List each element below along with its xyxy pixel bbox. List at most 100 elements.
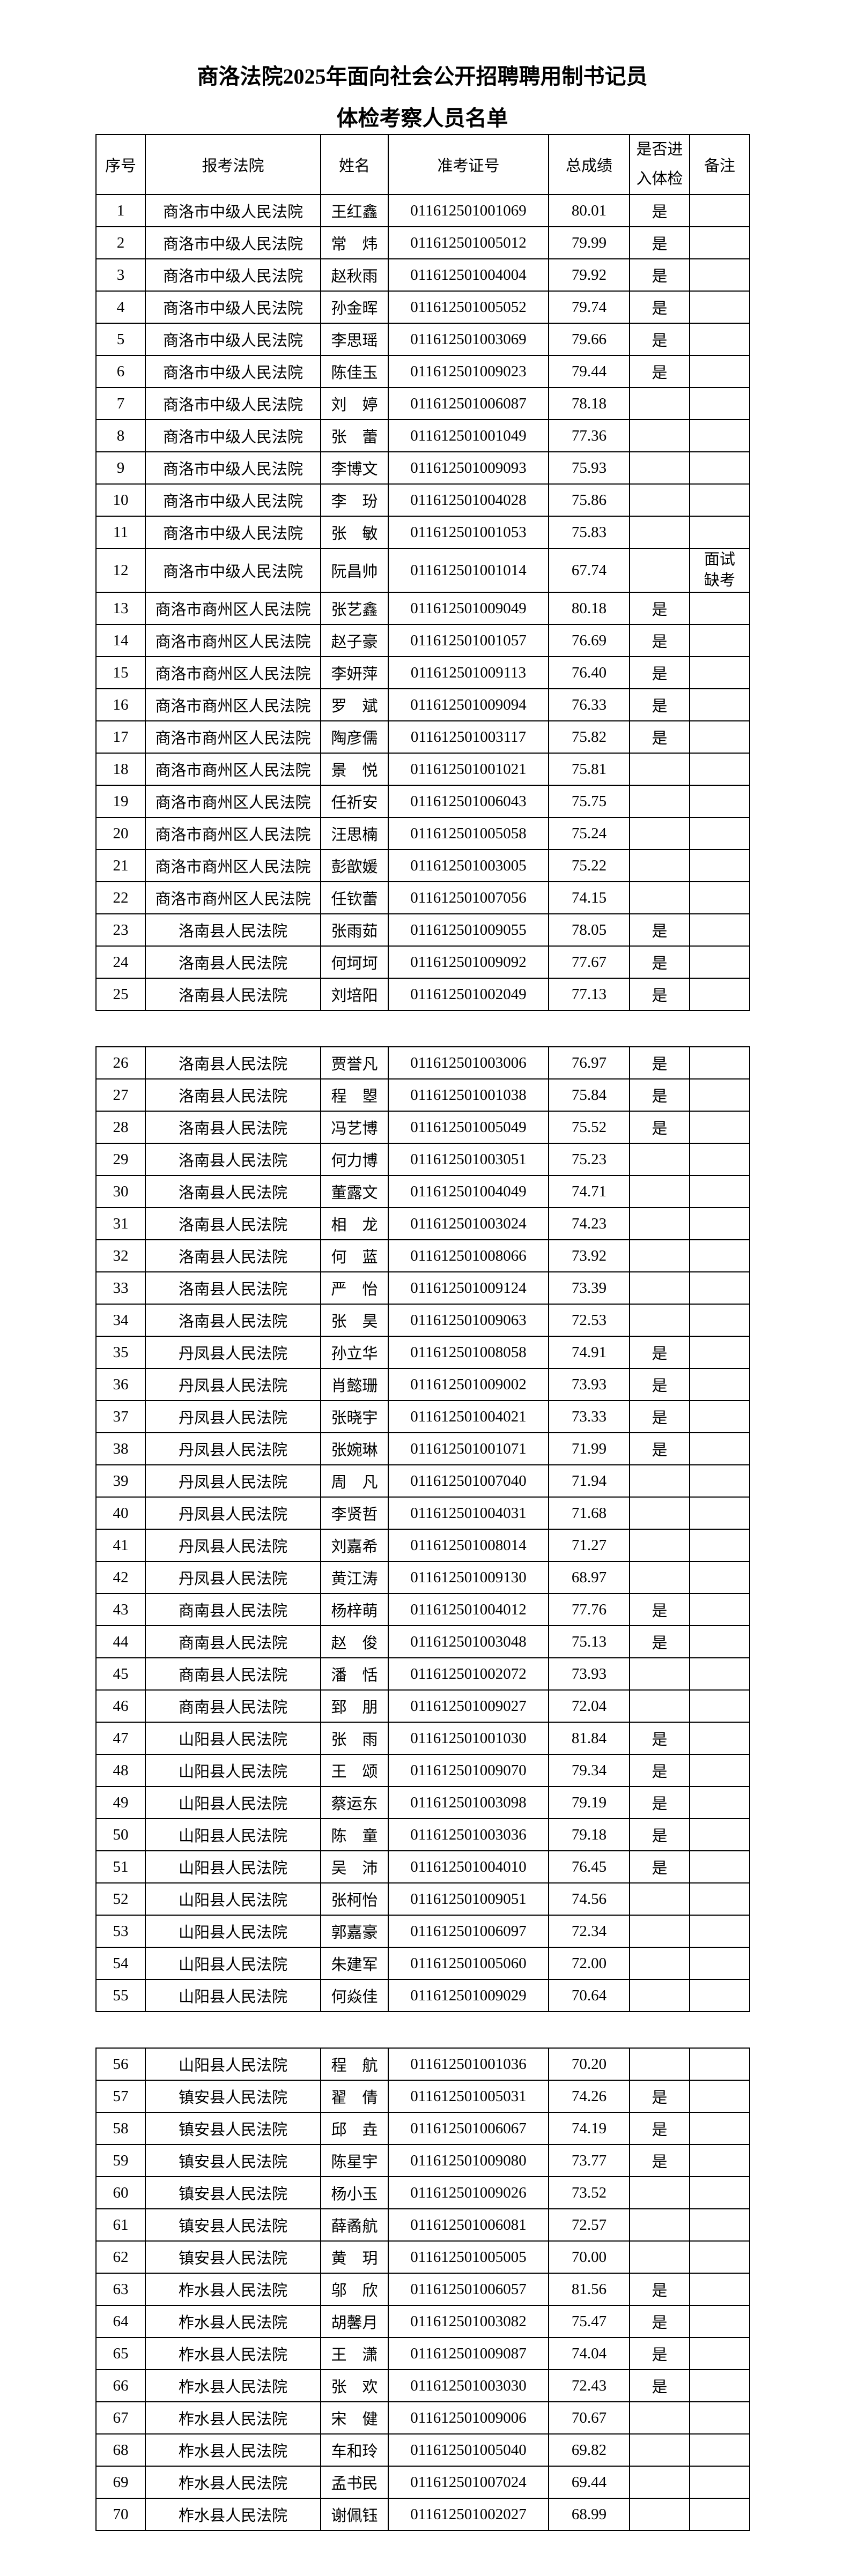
cell-name: 张雨茹	[320, 913, 389, 947]
cell-court: 镇安县人民法院	[145, 2080, 321, 2113]
cell-name: 孙立华	[320, 1336, 389, 1369]
cell-remark	[689, 1143, 750, 1176]
cell-court: 柞水县人民法院	[145, 2433, 321, 2467]
cell-enter-physical: 是	[629, 2273, 690, 2306]
cell-index: 33	[95, 1271, 146, 1305]
cell-score: 72.43	[548, 2369, 630, 2402]
cell-remark	[689, 2144, 750, 2177]
cell-index: 17	[95, 720, 146, 754]
table-row: 50 山阳县人民法院陈 童 011612501003036 79.18 是	[95, 1818, 750, 1851]
cell-index: 25	[95, 978, 146, 1011]
cell-enter-physical: 是	[629, 592, 690, 626]
cell-exam-id: 011612501003098	[388, 1786, 549, 1819]
document-title-line2: 体检考察人员名单	[336, 106, 508, 130]
cell-name: 蔡运东	[320, 1786, 389, 1819]
cell-score: 74.15	[548, 881, 630, 915]
cell-enter-physical: 是	[629, 2305, 690, 2338]
cell-enter-physical: 是	[629, 1818, 690, 1851]
cell-score: 79.66	[548, 323, 630, 356]
cell-enter-physical: 是	[629, 1754, 690, 1787]
cell-remark	[689, 1497, 750, 1530]
cell-exam-id: 011612501007024	[388, 2466, 549, 2499]
cell-enter-physical	[629, 849, 690, 883]
cell-court: 商洛市中级人民法院	[145, 451, 321, 485]
cell-index: 50	[95, 1818, 146, 1851]
cell-court: 商洛市商州区人民法院	[145, 849, 321, 883]
cell-enter-physical: 是	[629, 656, 690, 690]
cell-remark	[689, 2080, 750, 2113]
cell-name: 黄江涛	[320, 1561, 389, 1594]
cell-remark	[689, 1432, 750, 1465]
cell-name: 吴 沛	[320, 1850, 389, 1883]
cell-name: 杨小玉	[320, 2176, 389, 2209]
cell-enter-physical	[629, 387, 690, 421]
cell-court: 柞水县人民法院	[145, 2466, 321, 2499]
cell-score: 79.18	[548, 1818, 630, 1851]
cell-index: 8	[95, 419, 146, 453]
table-row: 62 镇安县人民法院黄 玥 011612501005005 70.00	[95, 2240, 750, 2274]
cell-index: 70	[95, 2498, 146, 2531]
cell-index: 55	[95, 1979, 146, 2012]
cell-index: 15	[95, 656, 146, 690]
cell-enter-physical	[629, 2208, 690, 2242]
cell-exam-id: 011612501007056	[388, 881, 549, 915]
cell-exam-id: 011612501004010	[388, 1850, 549, 1883]
cell-name: 何 蓝	[320, 1239, 389, 1272]
table-row: 33 洛南县人民法院严 怡 011612501009124 73.39	[95, 1271, 750, 1305]
cell-remark	[689, 258, 750, 292]
cell-enter-physical	[629, 753, 690, 786]
cell-enter-physical: 是	[629, 1111, 690, 1144]
cell-remark	[689, 881, 750, 915]
cell-remark	[689, 2048, 750, 2081]
cell-score: 75.52	[548, 1111, 630, 1144]
cell-score: 73.33	[548, 1400, 630, 1433]
cell-score: 79.99	[548, 226, 630, 260]
table-row: 63 柞水县人民法院邬 欣 011612501006057 81.56 是	[95, 2273, 750, 2306]
cell-exam-id: 011612501001036	[388, 2048, 549, 2081]
cell-enter-physical	[629, 2176, 690, 2209]
cell-enter-physical	[629, 1271, 690, 1305]
cell-exam-id: 011612501001021	[388, 753, 549, 786]
cell-remark	[689, 1046, 750, 1079]
cell-remark	[689, 1239, 750, 1272]
cell-name: 胡馨月	[320, 2305, 389, 2338]
cell-enter-physical: 是	[629, 688, 690, 722]
cell-enter-physical	[629, 1529, 690, 1562]
cell-index: 35	[95, 1336, 146, 1369]
cell-court: 丹凤县人民法院	[145, 1336, 321, 1369]
cell-remark	[689, 1786, 750, 1819]
cell-name: 彭歆媛	[320, 849, 389, 883]
cell-exam-id: 011612501008014	[388, 1529, 549, 1562]
cell-enter-physical: 是	[629, 2080, 690, 2113]
table-row: 59 镇安县人民法院 陈星宇 011612501009080 73.77 是	[95, 2144, 750, 2177]
cell-index: 54	[95, 1947, 146, 1980]
cell-index: 67	[95, 2401, 146, 2434]
cell-index: 56	[95, 2048, 146, 2081]
cell-enter-physical: 是	[629, 1368, 690, 1401]
cell-court: 商洛市商州区人民法院	[145, 881, 321, 915]
cell-remark	[689, 2176, 750, 2209]
cell-enter-physical	[629, 1497, 690, 1530]
roster-table-section-3: 56 山阳县人民法院程 航 011612501001036 70.20 57 镇安县人民法…	[95, 2048, 750, 2531]
cell-court: 山阳县人民法院	[145, 1818, 321, 1851]
cell-name: 杨梓萌	[320, 1593, 389, 1626]
cell-court: 商洛市商州区人民法院	[145, 688, 321, 722]
cell-enter-physical	[629, 516, 690, 549]
cell-index: 66	[95, 2369, 146, 2402]
cell-court: 商洛市商州区人民法院	[145, 592, 321, 626]
cell-index: 40	[95, 1497, 146, 1530]
table-row: 51 山阳县人民法院吴 沛 011612501004010 76.45 是	[95, 1850, 750, 1883]
cell-enter-physical: 是	[629, 720, 690, 754]
cell-enter-physical: 是	[629, 624, 690, 658]
cell-score: 72.34	[548, 1915, 630, 1948]
cell-index: 43	[95, 1593, 146, 1626]
cell-name: 李博文	[320, 451, 389, 485]
cell-court: 洛南县人民法院	[145, 1175, 321, 1208]
cell-enter-physical: 是	[629, 226, 690, 260]
table-row: 39 丹凤县人民法院周 凡 011612501007040 71.94	[95, 1464, 750, 1498]
column-header-name: 姓名	[320, 133, 389, 196]
table-row: 27 洛南县人民法院程 曌 011612501001038 75.84 是	[95, 1078, 750, 1112]
table-row: 20 商洛市商州区人民法院 汪思楠 011612501005058 75.24	[95, 817, 750, 851]
cell-name: 张 雨	[320, 1722, 389, 1755]
cell-score: 74.26	[548, 2080, 630, 2113]
